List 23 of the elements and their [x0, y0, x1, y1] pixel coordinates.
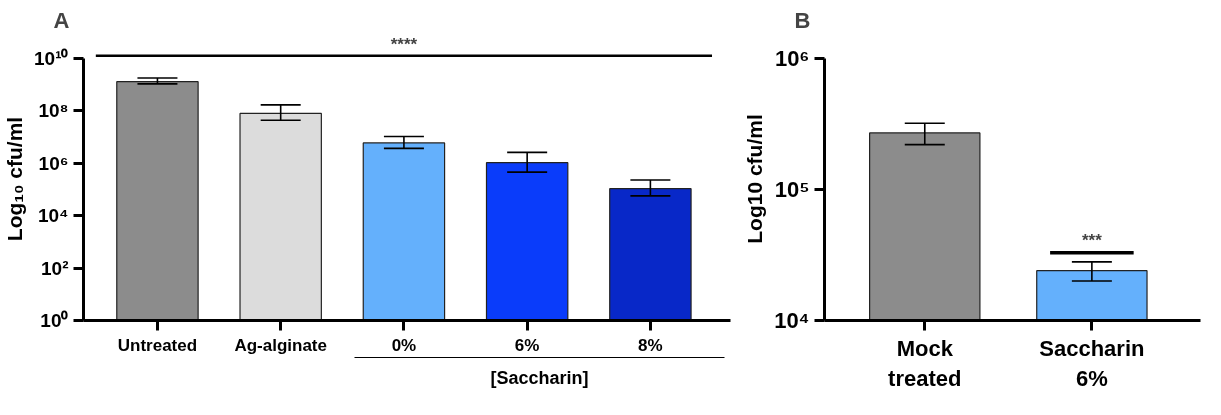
y-tick-label: 10² [41, 257, 69, 279]
y-tick-label: 10⁴ [37, 205, 69, 227]
y-tick-label: 10¹⁰ [34, 47, 69, 69]
chart-title: A [53, 7, 70, 33]
y-tick-label: 10⁰ [40, 310, 69, 331]
x-tick-label: Saccharin 6% [1039, 335, 1145, 391]
chart-title: B [794, 7, 811, 33]
y-tick-label: 10⁴ [774, 308, 810, 333]
y-tick-label: 10⁵ [774, 176, 810, 202]
text: [Saccharin] [490, 367, 589, 388]
annotation: *** [1081, 230, 1103, 250]
y-axis-title: Log₁₀ cfu/ml [3, 116, 27, 242]
x-tick-label: 8% [638, 335, 663, 355]
text: **** [390, 34, 418, 54]
x-tick-label: Mock treated [888, 335, 962, 391]
x-tick-label: Untreated [117, 335, 198, 355]
y-tick-label: 10⁸ [38, 100, 69, 122]
x-tick-label: 0% [391, 335, 417, 355]
x-tick-label: 6% [514, 335, 540, 355]
x-tick-label: Ag-alginate [234, 335, 327, 355]
y-axis-title: Log10 cfu/ml [743, 114, 767, 244]
y-tick-label: 10⁶ [774, 45, 810, 71]
y-tick-label: 10⁶ [38, 152, 69, 174]
